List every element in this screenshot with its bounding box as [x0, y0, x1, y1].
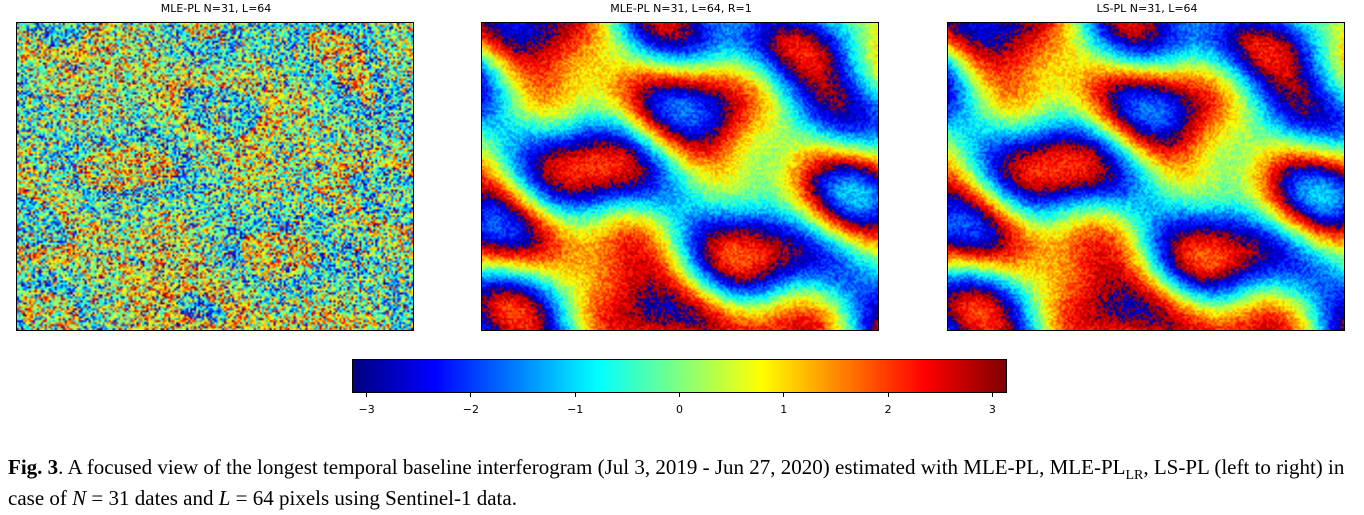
colorbar-tick [783, 393, 785, 397]
colorbar-tick-label: 3 [988, 403, 996, 416]
panel-title-2: MLE-PL N=31, L=64, R=1 [610, 2, 752, 15]
colorbar-tick-label: 1 [780, 403, 788, 416]
colorbar-tick [574, 393, 576, 397]
colorbar-tick [991, 393, 993, 397]
caption-var-l: L [218, 486, 231, 510]
interferogram-panel-2 [481, 22, 879, 331]
heatmap-canvas-2 [482, 23, 878, 330]
interferogram-panel-1 [16, 22, 414, 331]
colorbar [352, 359, 1007, 393]
colorbar-tick [679, 393, 680, 397]
caption-var-n: N [72, 486, 87, 510]
panel-title-1: MLE-PL N=31, L=64 [160, 2, 272, 15]
caption-text-1: . A focused view of the longest temporal… [58, 455, 1126, 479]
colorbar-tick [470, 393, 472, 397]
colorbar-tick [366, 393, 368, 397]
colorbar-tick-label: −1 [567, 403, 584, 416]
heatmap-canvas-3 [948, 23, 1344, 330]
interferogram-panel-3 [947, 22, 1345, 331]
panel-title-3: LS-PL N=31, L=64 [1096, 2, 1198, 15]
colorbar-tick-label: 0 [676, 403, 683, 416]
heatmap-canvas-1 [17, 23, 413, 330]
colorbar-tick [887, 393, 889, 397]
caption-label: Fig. 3 [8, 455, 59, 479]
caption-text-2: , LS-PL (left to right) in case of [8, 455, 1345, 510]
colorbar-tick-label: −2 [462, 403, 479, 416]
colorbar-tick-label: −3 [358, 403, 375, 416]
colorbar-tick-label: 2 [884, 403, 892, 416]
caption-text-4: = 64 pixels using Sentinel-1 data. [230, 486, 517, 510]
figure-caption: Fig. 3. A focused view of the longest te… [8, 452, 1358, 514]
caption-subscript: LR [1125, 468, 1144, 484]
caption-text-3: = 31 dates and [86, 486, 219, 510]
